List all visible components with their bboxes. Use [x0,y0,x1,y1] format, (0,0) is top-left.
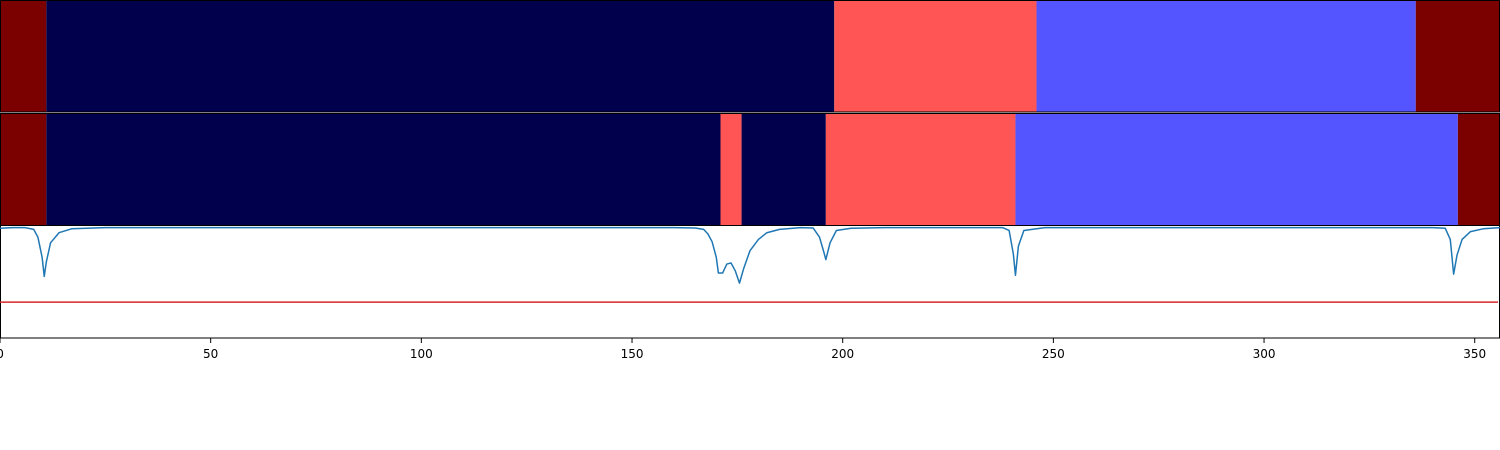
x-tick-label-300: 300 [1253,347,1276,361]
track-1-segment-3 [834,0,1037,112]
x-tick-label-200: 200 [831,347,854,361]
x-tick-label-100: 100 [410,347,433,361]
track-2-segment-4 [741,113,826,226]
track-2-segment-7 [1457,113,1500,226]
x-tick-label-0: 0 [0,347,4,361]
line-panel-frame [0,225,1500,339]
track-2-segment-6 [1015,113,1458,226]
line-panel [0,225,1500,339]
x-axis: 0 50 100 150 200 250 300 350 [0,338,1486,361]
track-2-segment-3 [720,113,742,226]
track-1-segment-5 [1415,0,1500,112]
track-2-panel [0,113,1500,226]
track-1-segment-1 [0,0,47,112]
track-2-segment-5 [825,113,1016,226]
x-tick-label-50: 50 [203,347,218,361]
x-tick-label-150: 150 [621,347,644,361]
track-2-segment-2 [46,113,721,226]
signal-line [0,226,1500,284]
track-1-segment-4 [1036,0,1416,112]
track-2-segment-1 [0,113,47,226]
track-1-segment-2 [46,0,835,112]
x-tick-label-350: 350 [1463,347,1486,361]
track-1-panel [0,0,1500,112]
x-tick-label-250: 250 [1042,347,1065,361]
